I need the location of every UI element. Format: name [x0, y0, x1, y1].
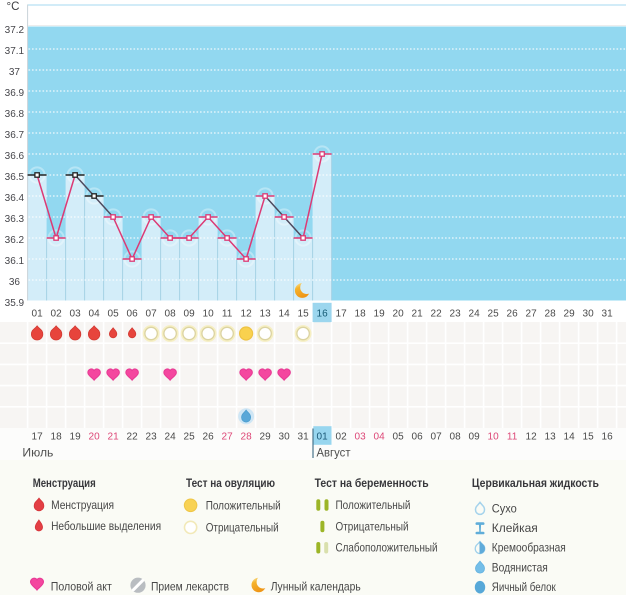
svg-text:Кремообразная: Кремообразная: [492, 541, 566, 555]
svg-text:Яичный белок: Яичный белок: [492, 580, 557, 594]
svg-text:17: 17: [32, 432, 44, 443]
svg-text:25: 25: [488, 309, 500, 320]
svg-text:28: 28: [545, 309, 557, 320]
svg-text:Слабоположительный: Слабоположительный: [336, 541, 438, 555]
svg-text:02: 02: [51, 309, 63, 320]
svg-text:01: 01: [32, 309, 44, 320]
svg-text:Прием лекарств: Прием лекарств: [151, 580, 229, 594]
svg-text:Цервикальная жидкость: Цервикальная жидкость: [472, 476, 599, 490]
svg-text:20: 20: [393, 309, 405, 320]
svg-text:Отрицательный: Отрицательный: [336, 519, 409, 533]
svg-text:07: 07: [146, 309, 158, 320]
svg-text:Июль: Июль: [22, 447, 53, 459]
svg-text:36.8: 36.8: [5, 109, 25, 120]
svg-text:Тест на беременность: Тест на беременность: [315, 476, 429, 490]
svg-text:36.6: 36.6: [5, 151, 25, 162]
svg-text:Менструация: Менструация: [33, 476, 96, 490]
svg-text:14: 14: [564, 432, 576, 443]
svg-text:08: 08: [165, 309, 177, 320]
svg-text:Клейкая: Клейкая: [492, 521, 538, 535]
svg-text:20: 20: [89, 432, 101, 443]
svg-text:13: 13: [260, 309, 272, 320]
svg-text:28: 28: [241, 432, 253, 443]
svg-text:08: 08: [450, 432, 462, 443]
svg-text:25: 25: [184, 432, 196, 443]
svg-text:36.5: 36.5: [5, 172, 25, 183]
svg-text:18: 18: [51, 432, 63, 443]
svg-text:01: 01: [317, 432, 329, 443]
svg-text:27: 27: [222, 432, 234, 443]
svg-text:Отрицательный: Отрицательный: [206, 520, 279, 534]
svg-text:21: 21: [108, 432, 120, 443]
svg-text:15: 15: [583, 432, 595, 443]
svg-text:36.7: 36.7: [5, 130, 25, 141]
svg-text:03: 03: [70, 309, 82, 320]
svg-text:13: 13: [545, 432, 557, 443]
svg-text:26: 26: [507, 309, 519, 320]
svg-text:37.2: 37.2: [5, 25, 25, 36]
svg-text:04: 04: [374, 432, 386, 443]
svg-text:18: 18: [355, 309, 367, 320]
svg-text:22: 22: [127, 432, 139, 443]
svg-text:31: 31: [602, 309, 614, 320]
svg-text:03: 03: [355, 432, 367, 443]
svg-text:06: 06: [127, 309, 139, 320]
svg-text:10: 10: [488, 432, 500, 443]
svg-text:17: 17: [336, 309, 348, 320]
svg-text:37.1: 37.1: [5, 46, 25, 57]
svg-text:31: 31: [298, 432, 310, 443]
svg-text:12: 12: [526, 432, 538, 443]
svg-text:35.9: 35.9: [5, 298, 25, 309]
svg-text:16: 16: [602, 432, 614, 443]
svg-text:Положительный: Положительный: [206, 498, 281, 512]
svg-text:24: 24: [165, 432, 177, 443]
svg-text:36.2: 36.2: [5, 235, 25, 246]
svg-text:11: 11: [222, 309, 233, 320]
svg-text:06: 06: [412, 432, 424, 443]
svg-text:07: 07: [431, 432, 443, 443]
svg-text:02: 02: [336, 432, 348, 443]
svg-text:Небольшие выделения: Небольшие выделения: [51, 519, 161, 533]
svg-text:36: 36: [9, 277, 21, 288]
svg-text:Сухо: Сухо: [492, 501, 517, 515]
svg-text:30: 30: [279, 432, 291, 443]
svg-text:19: 19: [374, 309, 386, 320]
svg-text:16: 16: [317, 309, 329, 320]
svg-text:09: 09: [469, 432, 481, 443]
svg-text:Тест на овуляцию: Тест на овуляцию: [186, 476, 275, 490]
svg-text:36.3: 36.3: [5, 214, 25, 225]
svg-text:Половой акт: Половой акт: [51, 580, 112, 594]
svg-text:24: 24: [469, 309, 481, 320]
svg-text:11: 11: [507, 432, 518, 443]
svg-text:36.9: 36.9: [5, 88, 25, 99]
svg-text:29: 29: [564, 309, 576, 320]
svg-text:Лунный календарь: Лунный календарь: [271, 580, 361, 594]
svg-text:05: 05: [108, 309, 120, 320]
svg-text:30: 30: [583, 309, 595, 320]
svg-text:26: 26: [203, 432, 215, 443]
svg-text:37: 37: [9, 67, 21, 78]
svg-text:05: 05: [393, 432, 405, 443]
svg-text:36.1: 36.1: [5, 256, 25, 267]
svg-text:23: 23: [146, 432, 158, 443]
svg-text:15: 15: [298, 309, 310, 320]
svg-text:Водянистая: Водянистая: [492, 560, 548, 574]
svg-text:14: 14: [279, 309, 291, 320]
svg-text:Менструация: Менструация: [51, 498, 114, 512]
svg-text:Положительный: Положительный: [336, 498, 411, 512]
svg-text:Август: Август: [317, 448, 352, 460]
svg-text:27: 27: [526, 309, 538, 320]
svg-text:09: 09: [184, 309, 196, 320]
svg-text:23: 23: [450, 309, 462, 320]
svg-text:22: 22: [431, 309, 443, 320]
svg-text:10: 10: [203, 309, 215, 320]
svg-text:36.4: 36.4: [5, 193, 25, 204]
svg-text:04: 04: [89, 309, 101, 320]
svg-text:21: 21: [412, 309, 424, 320]
svg-text:19: 19: [70, 432, 82, 443]
svg-text:12: 12: [241, 309, 253, 320]
svg-text:29: 29: [260, 432, 272, 443]
svg-text:°C: °C: [7, 1, 20, 13]
